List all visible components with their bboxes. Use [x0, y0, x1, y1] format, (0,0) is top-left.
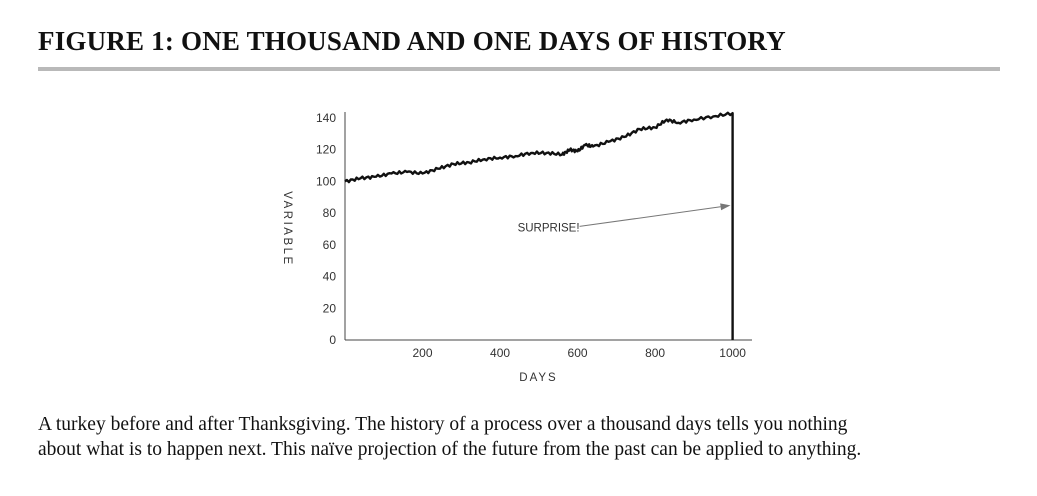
annotation-arrow-head [720, 203, 731, 211]
y-tick-label-100: 100 [316, 174, 336, 188]
y-tick-label-120: 120 [316, 143, 336, 157]
caption-line-2: about what is to happen next. This naïve… [38, 439, 862, 460]
x-tick-label-200: 200 [413, 346, 433, 360]
x-tick-label-1000: 1000 [719, 346, 746, 360]
annotation-arrow-line [579, 206, 721, 227]
x-tick-label-400: 400 [490, 346, 510, 360]
figure-caption: A turkey before and after Thanksgiving. … [38, 412, 998, 462]
y-axis-label: VARIABLE [281, 191, 293, 266]
y-tick-label-0: 0 [329, 333, 336, 347]
y-tick-label-20: 20 [323, 301, 337, 315]
annotation-surprise-label: SURPRISE! [518, 222, 580, 234]
x-tick-label-800: 800 [645, 346, 665, 360]
title-divider [38, 67, 1000, 71]
figure-title: FIGURE 1: ONE THOUSAND AND ONE DAYS OF H… [38, 26, 786, 56]
y-tick-label-140: 140 [316, 111, 336, 125]
x-axis-label: DAYS [519, 372, 557, 384]
y-tick-label-60: 60 [323, 238, 337, 252]
series-line [344, 111, 734, 340]
y-tick-label-80: 80 [323, 206, 337, 220]
x-tick-label-600: 600 [568, 346, 588, 360]
y-tick-label-40: 40 [323, 270, 337, 284]
caption-line-1: A turkey before and after Thanksgiving. … [38, 414, 848, 435]
